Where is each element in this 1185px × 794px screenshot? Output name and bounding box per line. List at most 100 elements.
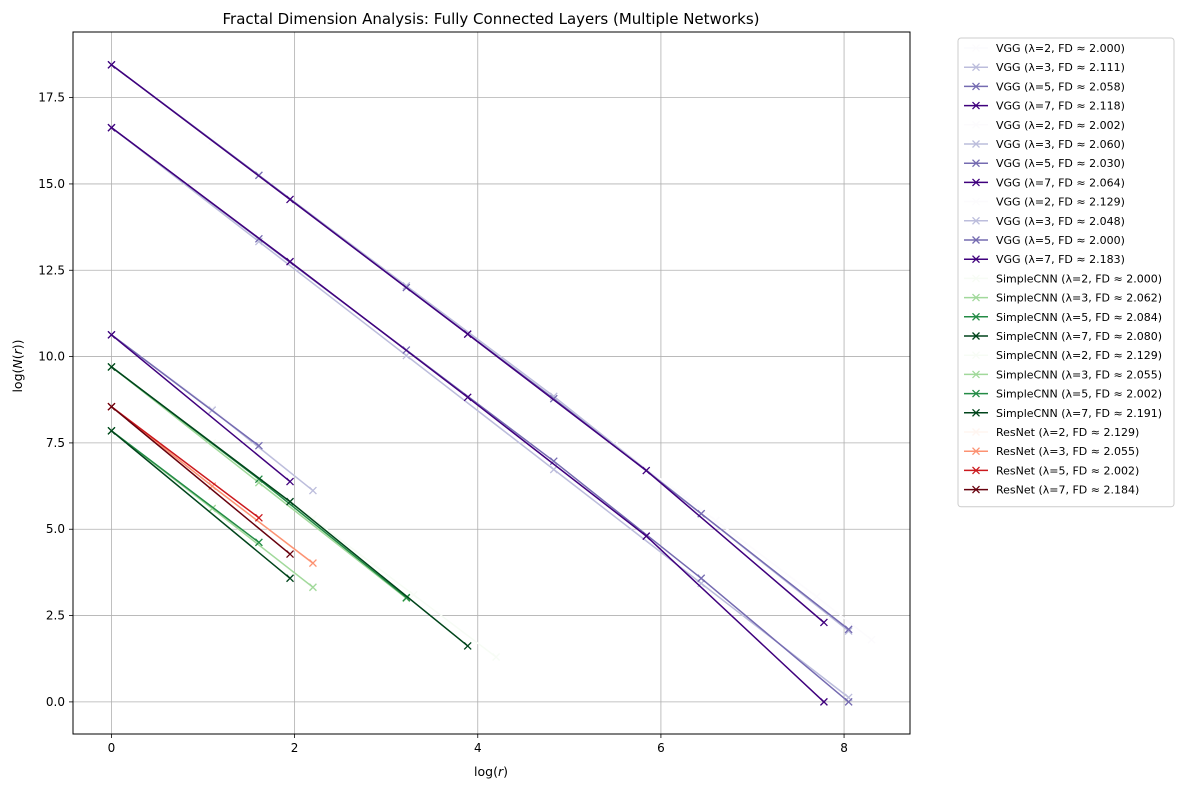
series-point xyxy=(308,583,317,592)
legend-marker-swatch xyxy=(972,274,980,283)
legend-entry: SimpleCNN (λ=5, FD ≈ 2.084) xyxy=(964,311,1162,324)
y-tick-label: 12.5 xyxy=(38,263,65,277)
legend-marker-swatch xyxy=(972,63,980,72)
legend: VGG (λ=2, FD ≈ 2.000) VGG (λ=3, FD ≈ 2.11… xyxy=(957,37,1175,508)
legend-label: ResNet (λ=2, FD ≈ 2.129) xyxy=(996,426,1139,439)
legend-entry: SimpleCNN (λ=3, FD ≈ 2.055) xyxy=(964,368,1162,381)
legend-label: ResNet (λ=5, FD ≈ 2.002) xyxy=(996,464,1139,477)
series-10 xyxy=(107,330,263,450)
legend-marker-swatch xyxy=(972,197,980,206)
y-axis-ticks: 0.0 2.5 5.0 7.5 10.0 12.5 15.0 17.5 xyxy=(38,91,73,709)
legend-entry: VGG (λ=2, FD ≈ 2.129) xyxy=(964,196,1125,209)
legend-marker-swatch xyxy=(972,408,980,417)
legend-marker-swatch xyxy=(972,466,980,475)
series-point xyxy=(402,281,411,290)
series-layer xyxy=(107,60,876,706)
series-1 xyxy=(107,123,853,702)
series-point xyxy=(308,486,317,495)
legend-marker-swatch xyxy=(972,159,980,168)
series-point xyxy=(286,477,294,486)
legend-marker-swatch xyxy=(972,178,980,187)
legend-entry: VGG (λ=3, FD ≈ 2.060) xyxy=(964,138,1125,151)
legend-label: VGG (λ=3, FD ≈ 2.111) xyxy=(996,61,1125,74)
y-tick-label: 15.0 xyxy=(38,177,65,191)
legend-label: SimpleCNN (λ=3, FD ≈ 2.055) xyxy=(996,368,1162,381)
legend-marker-swatch xyxy=(972,120,980,129)
legend-entry: VGG (λ=2, FD ≈ 2.000) xyxy=(964,42,1125,55)
legend-entry: VGG (λ=5, FD ≈ 2.030) xyxy=(964,157,1125,170)
legend-marker-swatch xyxy=(972,389,980,398)
legend-entry: VGG (λ=2, FD ≈ 2.002) xyxy=(964,119,1125,132)
series-point xyxy=(844,627,853,636)
series-point xyxy=(844,625,853,634)
legend-marker-swatch xyxy=(972,236,980,244)
series-point xyxy=(107,426,116,435)
legend-marker-swatch xyxy=(972,485,980,494)
series-point xyxy=(844,697,853,706)
legend-entry: VGG (λ=7, FD ≈ 2.118) xyxy=(964,100,1125,113)
legend-entry: VGG (λ=5, FD ≈ 2.058) xyxy=(964,80,1125,93)
x-tick-label: 0 xyxy=(108,741,116,755)
legend-marker-swatch xyxy=(972,82,980,91)
series-line xyxy=(111,127,850,698)
series-line xyxy=(111,406,291,555)
x-axis-label: log(r) xyxy=(474,764,508,779)
legend-frame xyxy=(957,37,1175,508)
series-point xyxy=(812,592,821,601)
series-point xyxy=(642,532,651,541)
series-point xyxy=(254,538,263,547)
legend-entry: VGG (λ=7, FD ≈ 2.064) xyxy=(964,176,1125,189)
legend-label: SimpleCNN (λ=7, FD ≈ 2.080) xyxy=(996,330,1162,343)
series-point xyxy=(254,441,263,450)
legend-label: VGG (λ=7, FD ≈ 2.183) xyxy=(996,253,1125,266)
series-point xyxy=(286,550,294,559)
series-19 xyxy=(107,426,294,583)
series-point xyxy=(402,593,411,602)
legend-entry: VGG (λ=3, FD ≈ 2.048) xyxy=(964,215,1125,228)
series-11 xyxy=(107,330,294,486)
series-23 xyxy=(107,402,294,559)
legend-label: SimpleCNN (λ=7, FD ≈ 2.191) xyxy=(996,407,1162,420)
legend-marker-swatch xyxy=(972,101,980,110)
y-tick-label: 10.0 xyxy=(38,350,65,364)
legend-entry: VGG (λ=5, FD ≈ 2.000) xyxy=(964,234,1125,247)
legend-label: SimpleCNN (λ=5, FD ≈ 2.084) xyxy=(996,311,1162,324)
series-point xyxy=(107,402,116,411)
series-point xyxy=(107,60,116,69)
legend-entry: ResNet (λ=5, FD ≈ 2.002) xyxy=(964,464,1139,477)
legend-label: VGG (λ=2, FD ≈ 2.129) xyxy=(996,196,1125,209)
series-22 xyxy=(107,402,263,522)
series-point xyxy=(642,466,651,475)
series-point xyxy=(286,257,294,266)
series-point xyxy=(819,697,828,706)
legend-label: VGG (λ=3, FD ≈ 2.048) xyxy=(996,215,1125,228)
series-point xyxy=(463,641,472,650)
series-point xyxy=(107,330,116,339)
y-tick-label: 0.0 xyxy=(46,695,65,709)
legend-marker-swatch xyxy=(972,255,980,264)
legend-marker-swatch xyxy=(972,332,980,340)
series-point xyxy=(308,559,317,568)
legend-entry: VGG (λ=7, FD ≈ 2.183) xyxy=(964,253,1125,266)
legend-label: SimpleCNN (λ=2, FD ≈ 2.000) xyxy=(996,272,1162,285)
legend-entry: ResNet (λ=2, FD ≈ 2.129) xyxy=(964,426,1139,439)
legend-label: ResNet (λ=7, FD ≈ 2.184) xyxy=(996,484,1139,497)
series-line xyxy=(111,334,291,483)
legend-marker-swatch xyxy=(972,428,980,436)
series-3 xyxy=(107,123,828,706)
legend-entry: ResNet (λ=7, FD ≈ 2.184) xyxy=(964,484,1139,497)
series-point xyxy=(697,574,706,583)
legend-marker-swatch xyxy=(972,351,980,360)
series-15 xyxy=(107,362,472,650)
legend-marker-swatch xyxy=(972,447,980,456)
legend-label: SimpleCNN (λ=5, FD ≈ 2.002) xyxy=(996,388,1162,401)
series-7 xyxy=(107,60,828,627)
series-point xyxy=(549,465,558,474)
legend-label: VGG (λ=5, FD ≈ 2.030) xyxy=(996,157,1125,170)
series-line xyxy=(111,430,291,579)
legend-marker-swatch xyxy=(972,312,980,321)
chart-title: Fractal Dimension Analysis: Fully Connec… xyxy=(222,10,759,28)
legend-label: VGG (λ=2, FD ≈ 2.002) xyxy=(996,119,1125,132)
y-tick-label: 5.0 xyxy=(46,522,65,536)
x-axis-ticks: 0 2 4 6 8 xyxy=(108,734,848,755)
